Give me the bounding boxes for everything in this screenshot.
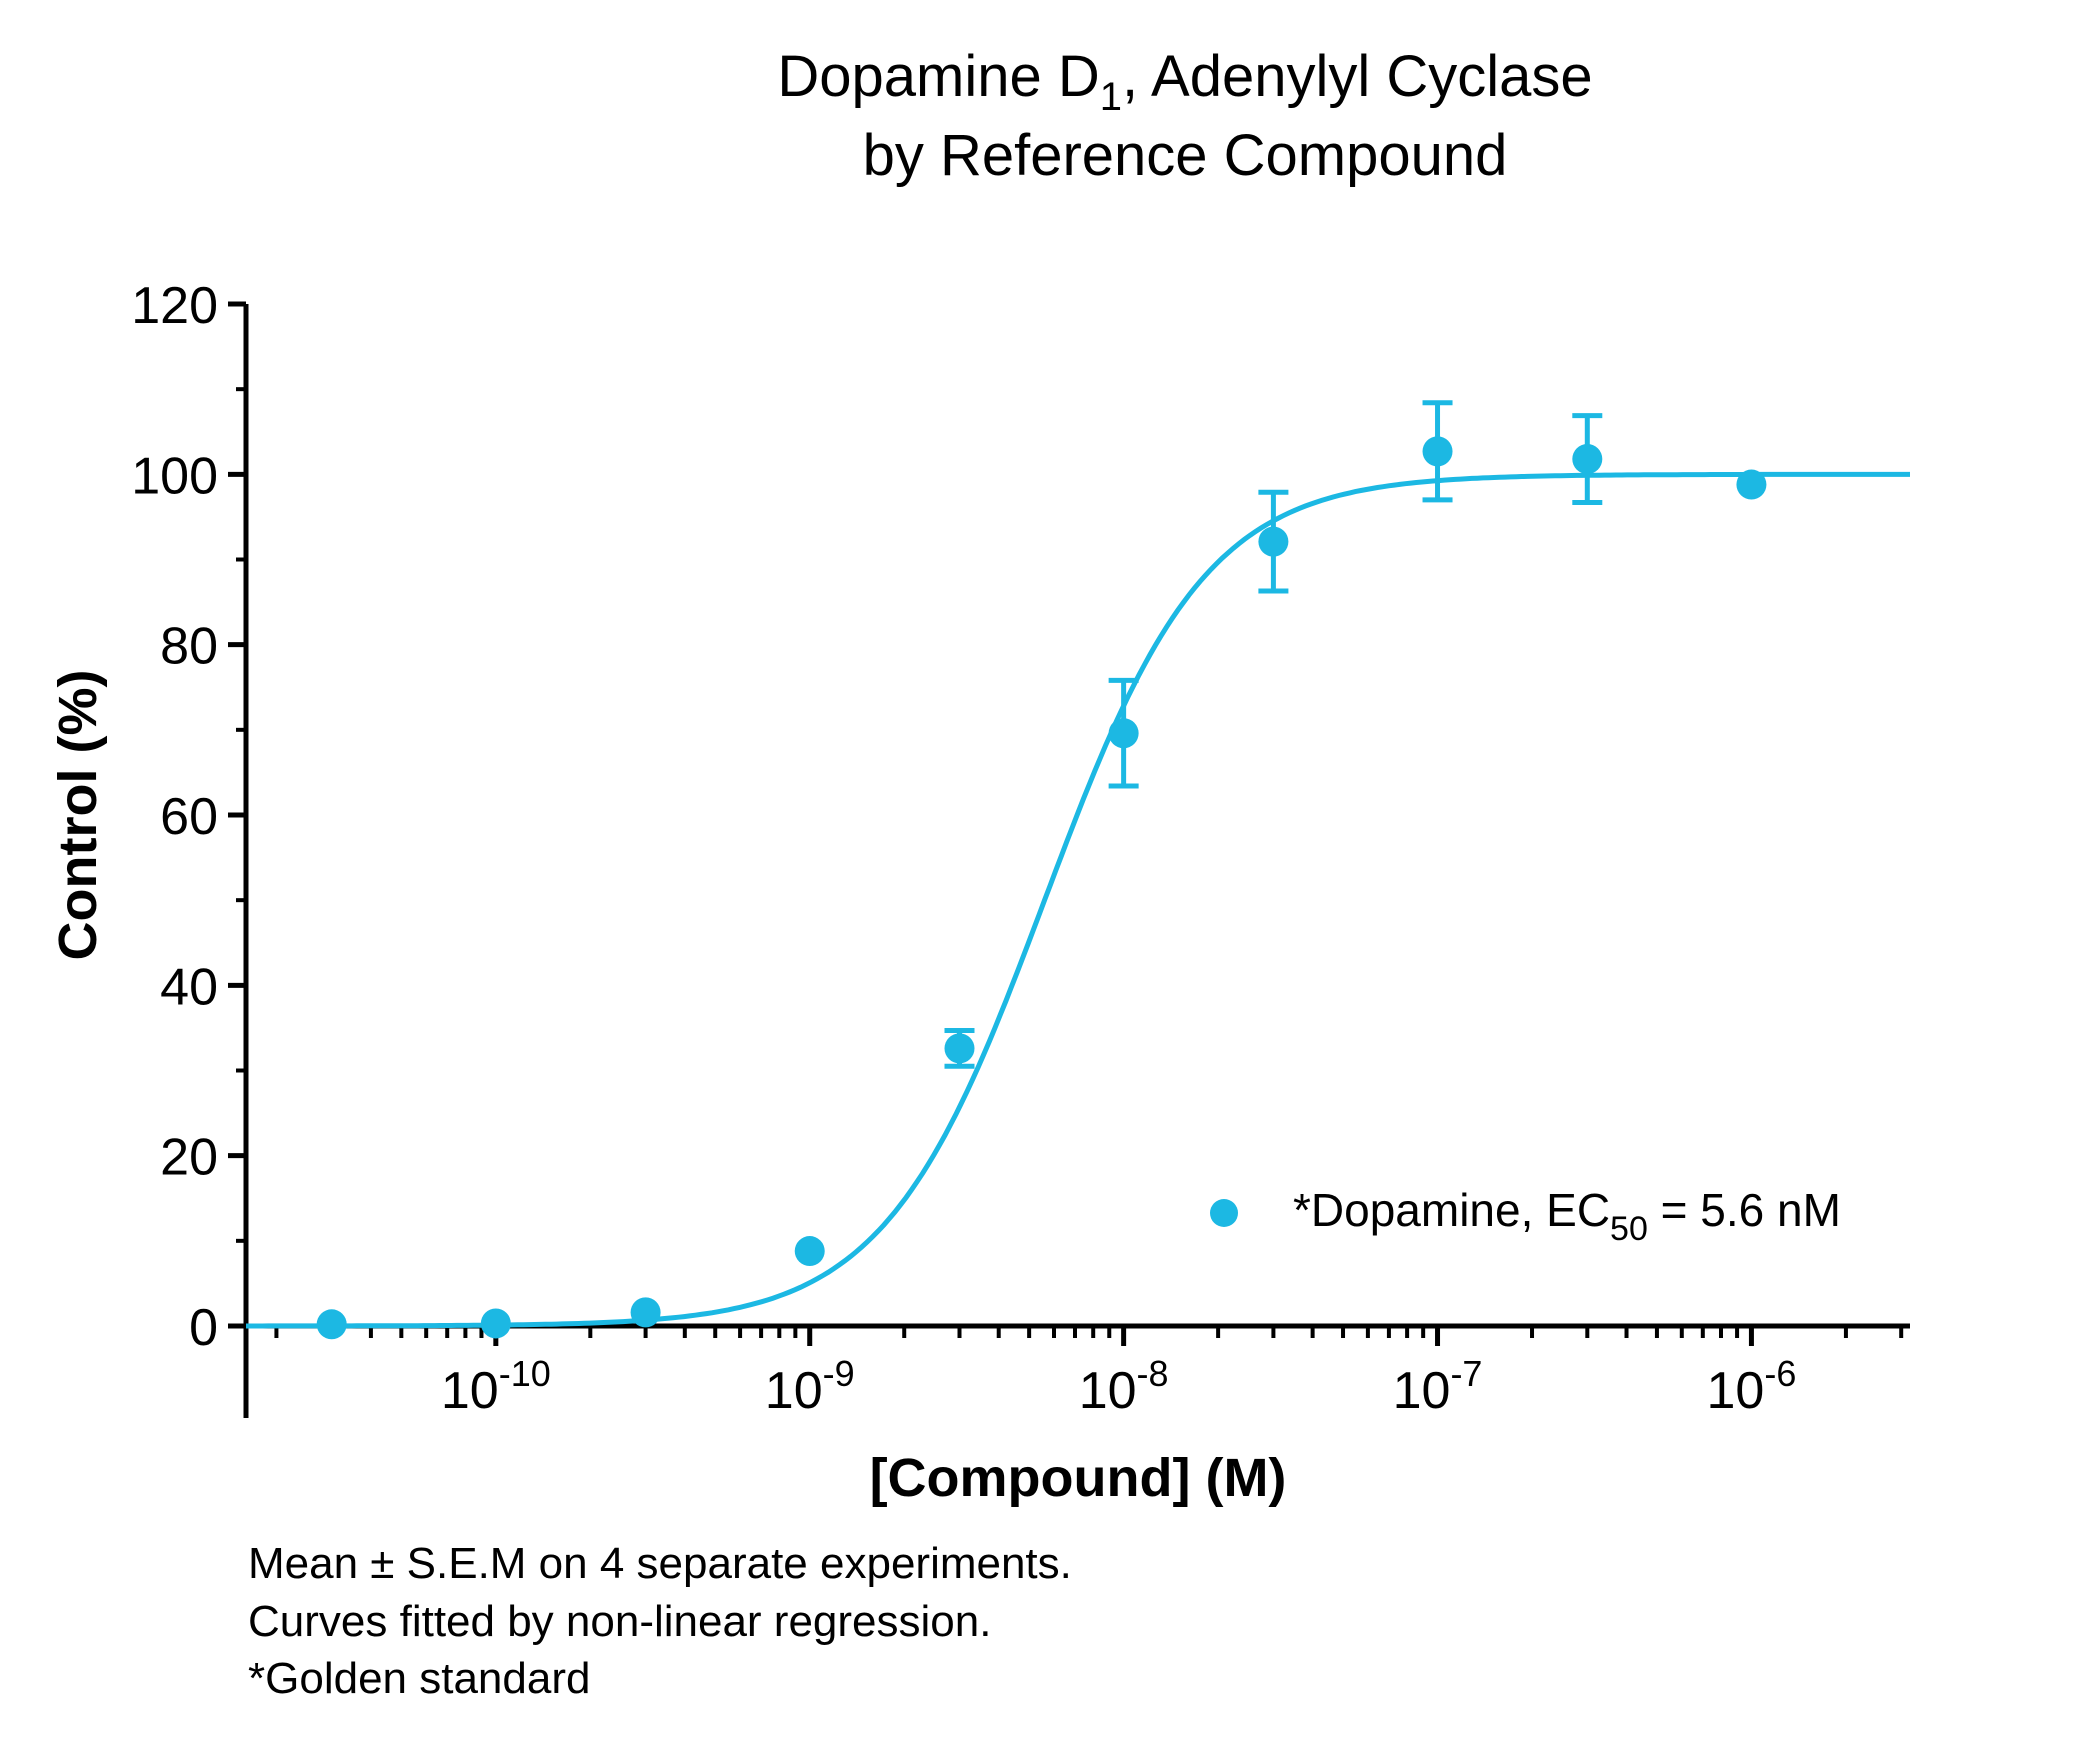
- y-axis-title: Control (%): [48, 670, 108, 961]
- footnote-2: Curves fitted by non-linear regression.: [248, 1597, 991, 1646]
- data-point: [480, 1308, 511, 1339]
- legend: *Dopamine, EC50 = 5.6 nM: [1210, 1184, 1841, 1248]
- fit-curve-layer: [246, 471, 1910, 1329]
- axes: [243, 304, 1910, 1418]
- y-tick-label: 20: [160, 1129, 218, 1187]
- y-tick-label: 60: [160, 788, 218, 846]
- chart-title-line2: by Reference Compound: [863, 123, 1508, 188]
- data-point: [1258, 526, 1289, 557]
- legend-subscript: 50: [1610, 1210, 1648, 1248]
- y-tick-label: 100: [131, 447, 218, 505]
- data-point: [630, 1297, 661, 1328]
- footnote-3: *Golden standard: [248, 1654, 590, 1703]
- title-subscript: 1: [1100, 75, 1122, 119]
- x-tick-label: 10-8: [1079, 1353, 1169, 1420]
- y-ticks: 0 20 40 60 80 100 120: [131, 277, 246, 1357]
- x-axis-title: [Compound] (M): [870, 1448, 1287, 1508]
- x-tick-label: 10-7: [1393, 1353, 1483, 1420]
- x-tick-label: 10-6: [1707, 1353, 1797, 1420]
- data-point: [1572, 444, 1603, 475]
- legend-marker: [1210, 1199, 1238, 1227]
- chart-title-line1: Dopamine D1, Adenylyl Cyclase: [777, 44, 1592, 119]
- footnotes: Mean ± S.E.M on 4 separate experiments. …: [248, 1539, 1072, 1703]
- data-points-layer: [316, 436, 1767, 1340]
- data-point: [1108, 718, 1139, 749]
- data-point: [1422, 436, 1453, 467]
- data-point: [1736, 469, 1767, 500]
- data-point: [316, 1309, 347, 1340]
- data-point: [794, 1236, 825, 1267]
- y-tick-label: 120: [131, 277, 218, 335]
- data-point: [944, 1033, 975, 1064]
- x-tick-label: 10-9: [765, 1353, 855, 1420]
- y-tick-label: 0: [189, 1299, 218, 1357]
- legend-label: *Dopamine, EC50 = 5.6 nM: [1293, 1184, 1841, 1248]
- x-tick-label: 10-10: [441, 1353, 551, 1420]
- fit-curve: [246, 471, 1910, 1329]
- x-ticks: 10-10 10-9 10-8 10-7 10-6: [274, 1326, 1904, 1420]
- y-tick-label: 40: [160, 958, 218, 1016]
- y-tick-label: 80: [160, 618, 218, 676]
- footnote-1: Mean ± S.E.M on 4 separate experiments.: [248, 1539, 1072, 1588]
- error-bar-layer: [944, 400, 1603, 1069]
